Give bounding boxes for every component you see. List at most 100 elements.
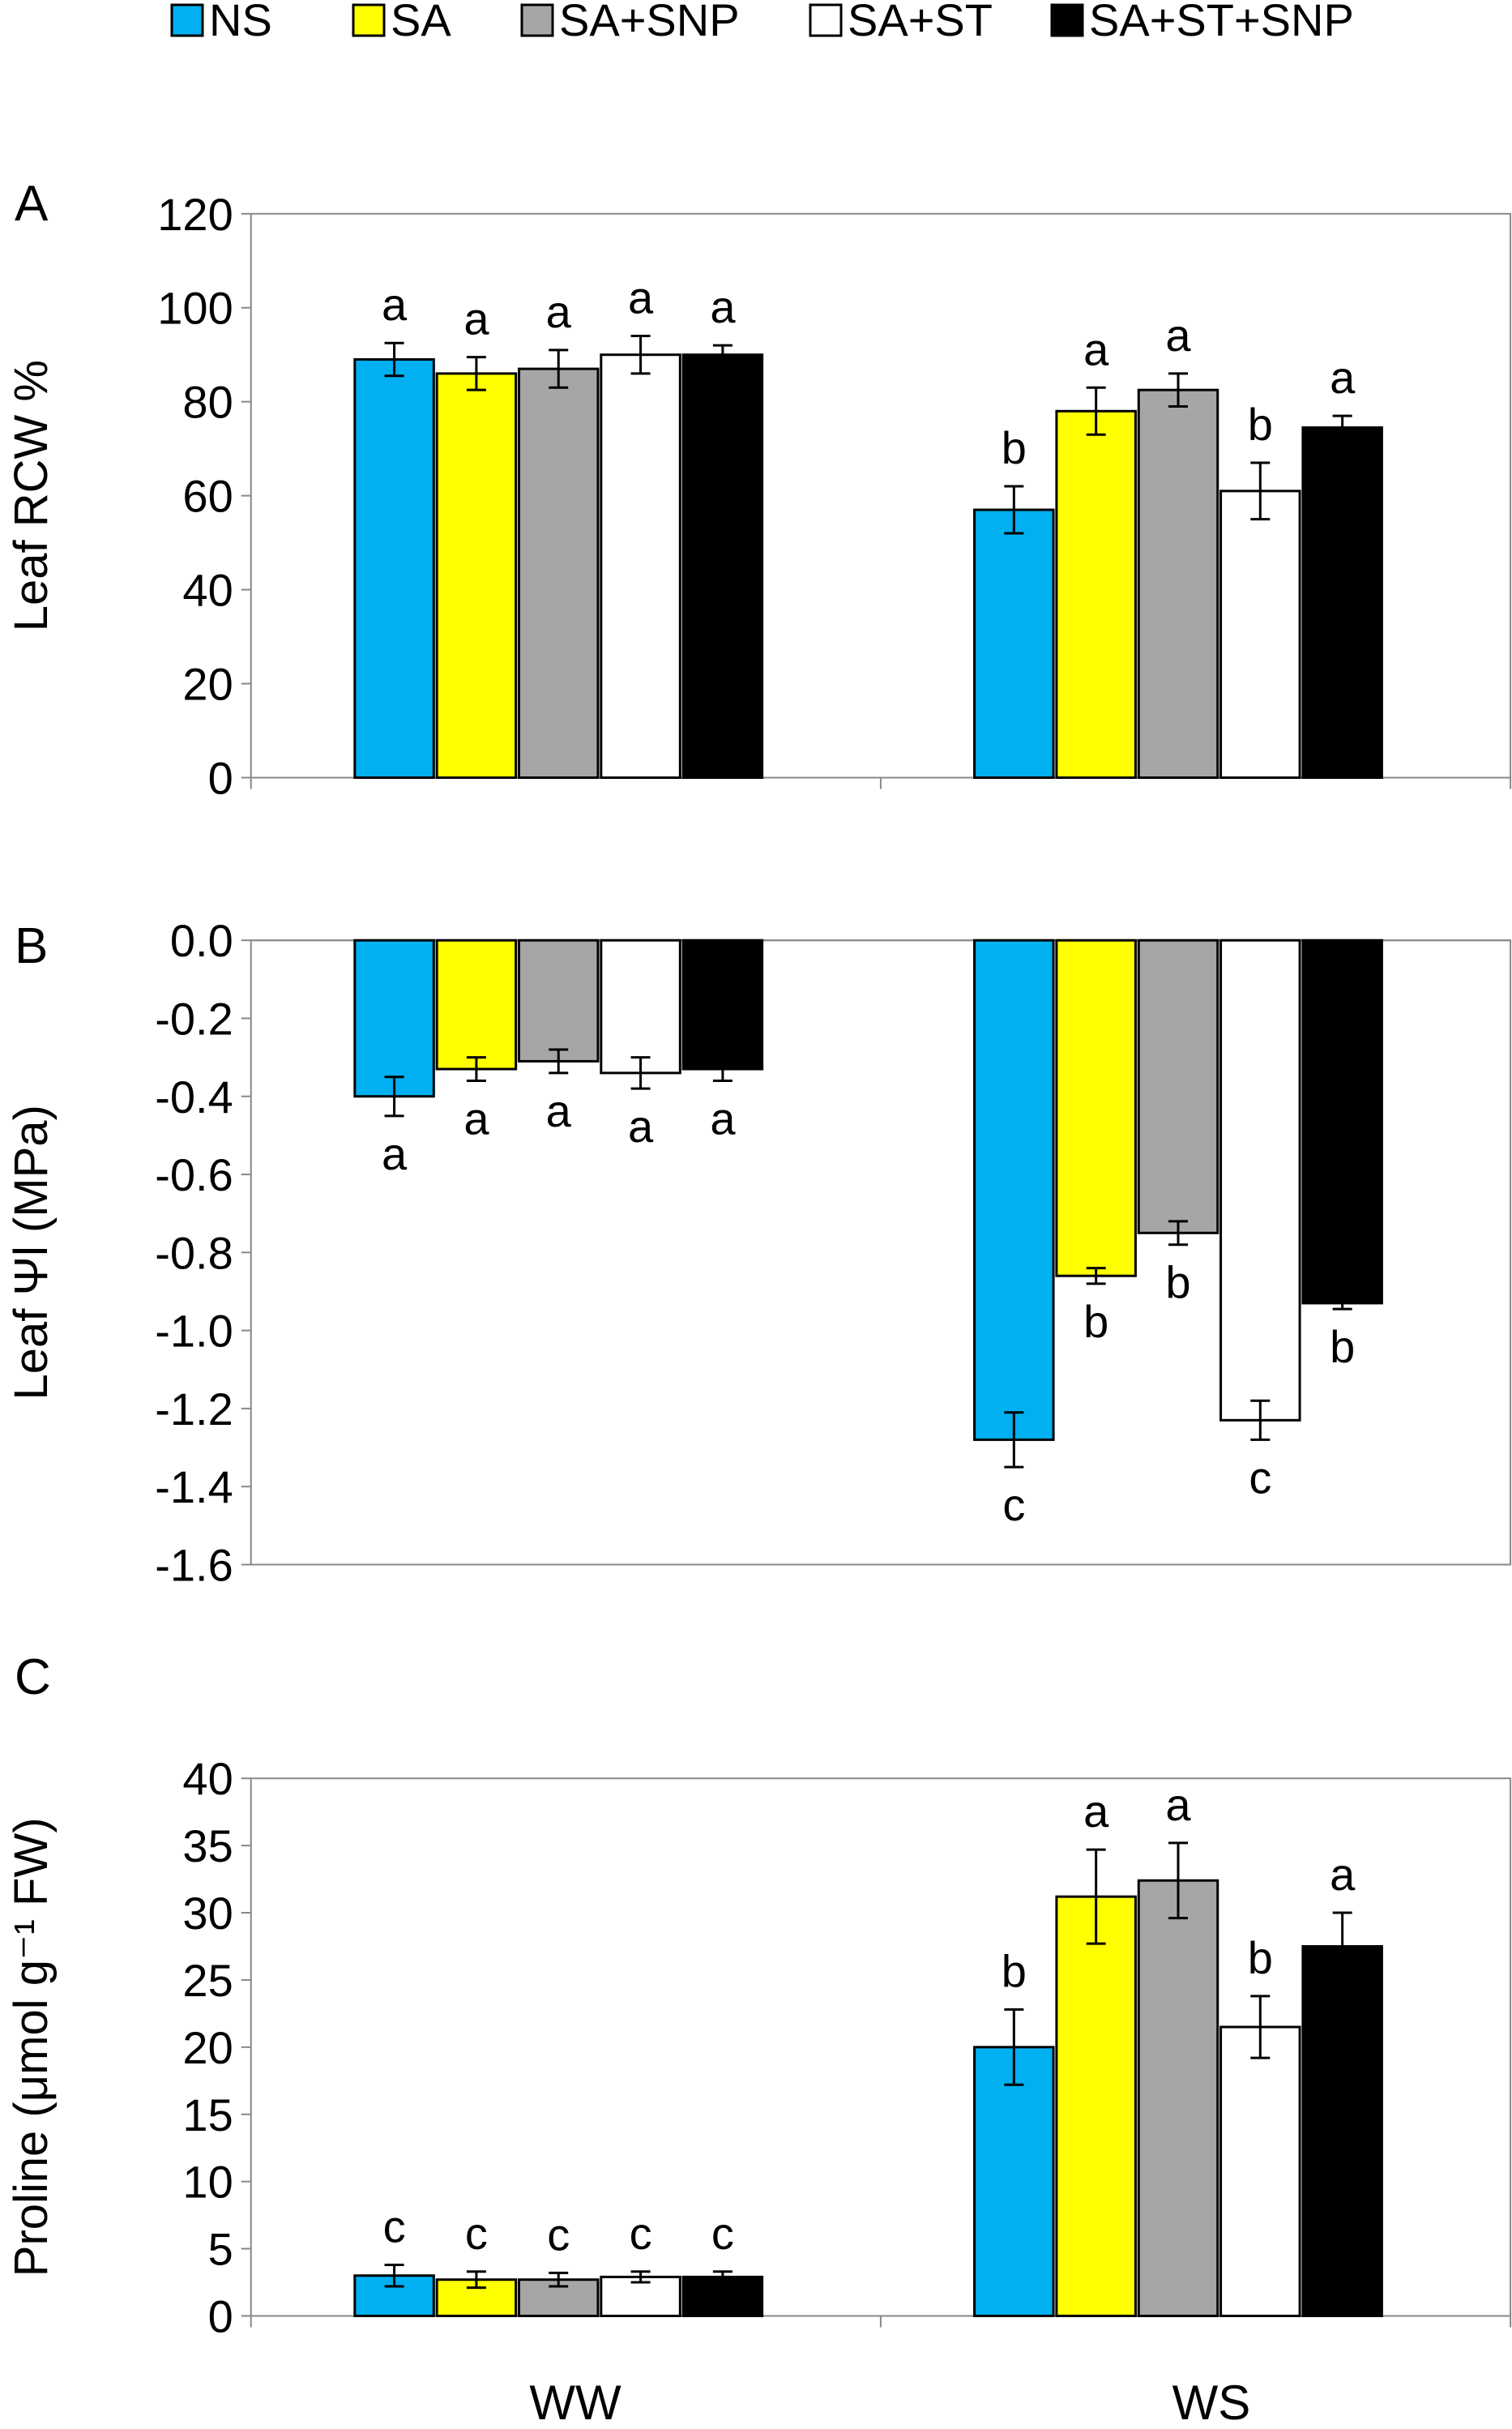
legend-swatch-sa-st-snp [1050, 3, 1084, 37]
legend-swatch-sa-snp [520, 3, 554, 37]
legend-swatch-sa [352, 3, 386, 37]
panel-c-y-tick-label: 35 [182, 1820, 233, 1871]
panel-b-significance-letter: b [1330, 1321, 1355, 1372]
panel-letter-c: C [15, 1649, 51, 1705]
legend-label-sa-st: SA+ST [848, 0, 993, 45]
panel-a-significance-letter: a [628, 272, 654, 323]
panel-a-significance-letter: a [382, 279, 408, 330]
panel-a-bar-ns-ws [973, 508, 1055, 779]
panel-a-bar-sa-ww [435, 372, 518, 779]
panel-c-significance-letter: a [1330, 1849, 1356, 1900]
panel-b-y-tick-label: 0.0 [170, 915, 233, 966]
x-category-ww: WW [529, 2376, 621, 2429]
panel-letter-b: B [15, 918, 48, 974]
x-axis-categories: WW WS [529, 2376, 1250, 2429]
legend-swatch-sa-st [809, 3, 843, 37]
panel-b-y-tick-label: -0.2 [155, 993, 233, 1044]
panel-b-bar-ns-ws [973, 939, 1055, 1441]
panel-b-y-tick-label: -1.4 [155, 1461, 233, 1512]
panel-c-bar-sa-st-snp-ws [1301, 1944, 1383, 2317]
panel-b-y-tick-label: -0.8 [155, 1227, 233, 1278]
panel-b-bar-sa-ww [435, 939, 518, 1071]
panel-b-significance-letter: c [1002, 1479, 1025, 1530]
panel-b-significance-letter: a [628, 1101, 654, 1152]
panel-c-bar-sa-st-ws [1219, 2025, 1301, 2317]
panel-b-y-tick-label: -0.4 [155, 1071, 233, 1123]
panel-b-significance-letter: a [710, 1093, 736, 1144]
panel-c-bar-sa-snp-ws [1137, 1879, 1219, 2317]
panel-c-y-tick-label: 15 [182, 2089, 233, 2140]
panel-a-y-tick-label: 40 [182, 565, 233, 616]
panel-a-bar-sa-st-snp-ww [681, 353, 764, 779]
panel-b-bar-sa-snp-ws [1137, 939, 1219, 1234]
panel-c-y-tick-label: 25 [182, 1955, 233, 2006]
panel-b-bar-ns-ww [353, 939, 435, 1098]
panel-b-significance-letter: a [463, 1093, 489, 1144]
panel-c-significance-letter: c [383, 2200, 406, 2252]
panel-b-significance-letter: a [546, 1085, 572, 1136]
panel-a-bar-sa-snp-ws [1137, 388, 1219, 779]
panel-a-y-tick-label: 60 [182, 471, 233, 522]
panel-letter-a: A [15, 176, 49, 232]
panel-a-bar-sa-st-ws [1219, 490, 1301, 779]
panel-c-significance-letter: c [547, 2209, 570, 2260]
panel-a-y-axis-label: Leaf RCW % [5, 360, 58, 631]
panel-b-significance-letter: b [1083, 1296, 1108, 1347]
panel-b-significance-letter: c [1249, 1452, 1271, 1503]
panel-c-y-axis-label: Proline (μmol g⁻¹ FW) [5, 1817, 58, 2277]
panel-c-bar-sa-ws [1055, 1895, 1137, 2317]
legend-label-ns: NS [209, 0, 272, 45]
panel-a-bar-ns-ww [353, 357, 435, 779]
panel-b-significance-letter: a [382, 1128, 408, 1179]
panel-b-bar-sa-st-snp-ws [1301, 939, 1383, 1305]
panel-c-significance-letter: b [1002, 1945, 1027, 1996]
panel-b-bar-sa-ws [1055, 939, 1137, 1277]
panel-c-y-tick-label: 30 [182, 1888, 233, 1939]
legend-label-sa-snp: SA+SNP [559, 0, 740, 45]
panel-a-significance-letter: b [1248, 399, 1273, 450]
panel-a-significance-letter: a [546, 286, 572, 337]
panel-c-y-tick-label: 10 [182, 2157, 233, 2208]
panel-a-bar-sa-snp-ww [517, 367, 600, 779]
panel-b-bar-sa-snp-ww [517, 939, 600, 1063]
panel-c-significance-letter: a [1083, 1785, 1109, 1837]
panel-c-y-tick-label: 40 [182, 1753, 233, 1804]
panel-c-significance-letter: c [465, 2208, 488, 2259]
legend-label-sa: SA [391, 0, 451, 45]
panel-b-y-tick-label: -0.6 [155, 1149, 233, 1200]
legend-swatch-ns [170, 3, 204, 37]
panel-b-y-tick-label: -1.0 [155, 1306, 233, 1357]
panel-a-y-tick-label: 100 [157, 283, 233, 334]
legend: NS SA SA+SNP SA+ST SA+ST+SNP [170, 0, 1354, 45]
legend-label-sa-st-snp: SA+ST+SNP [1089, 0, 1354, 45]
panel-c-bar-ns-ws [973, 2046, 1055, 2317]
panel-c-y-tick-label: 5 [208, 2224, 233, 2275]
panel-b-y-tick-label: -1.2 [155, 1383, 233, 1435]
panel-a-y-tick-label: 20 [182, 659, 233, 710]
panel-c-significance-letter: c [711, 2208, 734, 2259]
panel-b-y-axis-label: Leaf Ψl (MPa) [5, 1105, 58, 1400]
panel-b-significance-letter: b [1165, 1257, 1190, 1308]
panel-b: B -1.6 -1.4 -1.2 -1.0 -0.8 -0.6 -0.4 -0.2 0.0 Lea… [5, 915, 1512, 1590]
panel-b-bar-sa-st-ws [1219, 939, 1301, 1422]
panel-a-bar-sa-st-snp-ws [1301, 426, 1383, 779]
panel-a-y-tick-label: 0 [208, 752, 233, 803]
panel-b-bar-sa-st-snp-ww [681, 939, 764, 1071]
panel-b-y-tick-label: -1.6 [155, 1539, 233, 1590]
panel-c-significance-letter: c [630, 2208, 652, 2259]
panel-c: C 0 5 10 15 20 25 30 35 40 Proline (μmol g⁻¹ FW) c… [5, 1649, 1512, 2341]
panel-c-y-tick-label: 0 [208, 2290, 233, 2341]
panel-a: A 0 20 40 60 80 100 120 Leaf RCW % a a a a a b a a b a [5, 176, 1512, 803]
panel-c-significance-letter: b [1248, 1932, 1273, 1983]
panel-a-significance-letter: a [1330, 352, 1356, 403]
panel-a-y-tick-label: 120 [157, 189, 233, 240]
panel-a-bar-sa-ws [1055, 409, 1137, 779]
panel-b-bar-sa-st-ww [600, 939, 681, 1075]
panel-a-significance-letter: a [1165, 310, 1191, 361]
panel-a-significance-letter: a [710, 281, 736, 332]
panel-a-y-tick-label: 80 [182, 377, 233, 428]
panel-a-bar-sa-st-ww [600, 353, 681, 779]
panel-a-significance-letter: b [1002, 422, 1027, 473]
panel-a-significance-letter: a [463, 293, 489, 344]
